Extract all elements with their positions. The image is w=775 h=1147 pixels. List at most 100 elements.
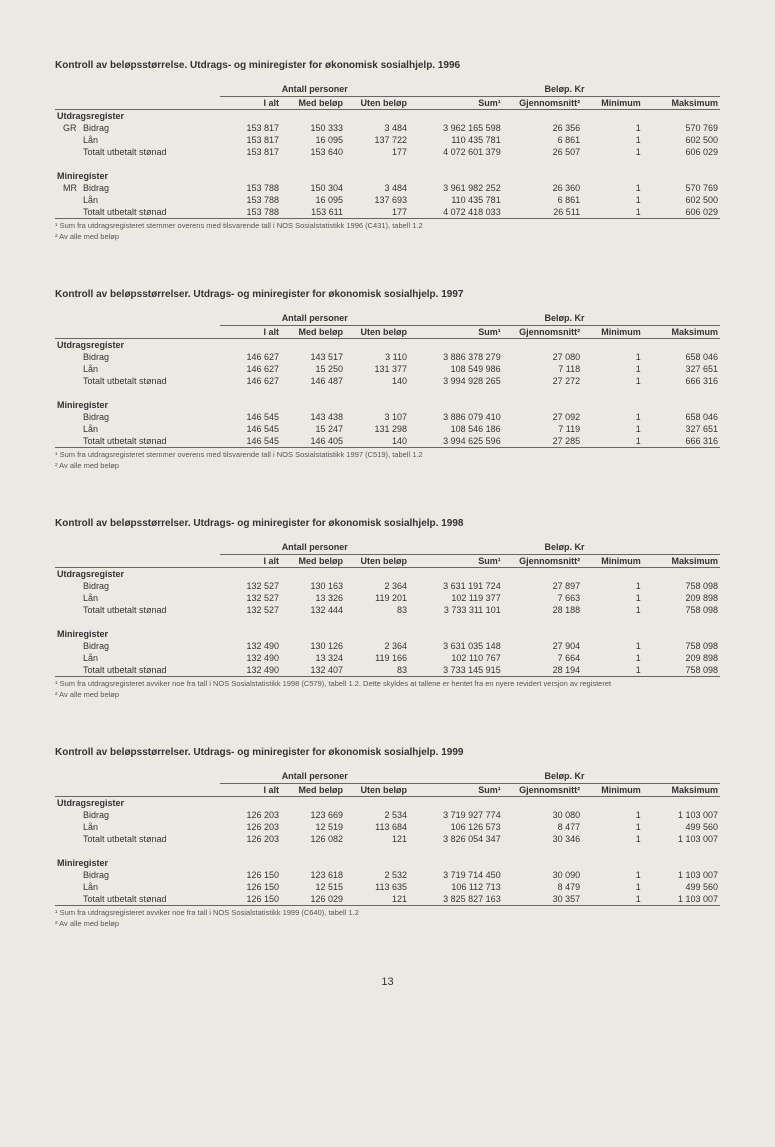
cell: 3 484 xyxy=(345,122,409,134)
footnote: ² Av alle med beløp xyxy=(55,461,720,470)
cell: 758 098 xyxy=(643,580,720,592)
col-sum: Sum¹ xyxy=(409,784,503,797)
row-label: Lån xyxy=(55,363,220,375)
table-block: Kontroll av beløpsstørrelser. Utdrags- o… xyxy=(55,289,720,470)
cell: 8 479 xyxy=(503,881,582,893)
table-block: Kontroll av beløpsstørrelser. Utdrags- o… xyxy=(55,518,720,699)
cell: 121 xyxy=(345,893,409,906)
row-label: GRBidrag xyxy=(55,122,220,134)
table-row: Bidrag126 150123 6182 5323 719 714 45030… xyxy=(55,869,720,881)
table-row: Totalt utbetalt stønad126 150126 0291213… xyxy=(55,893,720,906)
header-amount: Beløp. Kr xyxy=(409,541,720,555)
cell: 102 119 377 xyxy=(409,592,503,604)
col-avg: Gjennomsnitt² xyxy=(503,784,582,797)
cell: 26 360 xyxy=(503,182,582,194)
cell: 1 xyxy=(582,182,643,194)
cell: 12 515 xyxy=(281,881,345,893)
cell: 3 994 928 265 xyxy=(409,375,503,387)
row-label: Bidrag xyxy=(55,869,220,881)
cell: 606 029 xyxy=(643,206,720,219)
group-header-mini: Miniregister xyxy=(55,399,720,411)
header-amount: Beløp. Kr xyxy=(409,770,720,784)
cell: 1 xyxy=(582,869,643,881)
cell: 126 203 xyxy=(220,833,281,845)
row-label: Totalt utbetalt stønad xyxy=(55,833,220,845)
cell: 666 316 xyxy=(643,375,720,387)
cell: 3 825 827 163 xyxy=(409,893,503,906)
cell: 83 xyxy=(345,664,409,677)
cell: 119 166 xyxy=(345,652,409,664)
cell: 1 xyxy=(582,363,643,375)
row-label: Lån xyxy=(55,423,220,435)
group-header-utdrag: Utdragsregister xyxy=(55,568,720,581)
table-row: Lån126 20312 519113 684106 126 5738 4771… xyxy=(55,821,720,833)
cell: 16 095 xyxy=(281,134,345,146)
cell: 1 xyxy=(582,833,643,845)
cell: 126 029 xyxy=(281,893,345,906)
cell: 2 364 xyxy=(345,580,409,592)
cell: 7 119 xyxy=(503,423,582,435)
cell: 131 377 xyxy=(345,363,409,375)
cell: 132 527 xyxy=(220,604,281,616)
cell: 4 072 601 379 xyxy=(409,146,503,158)
cell: 146 545 xyxy=(220,411,281,423)
cell: 3 886 079 410 xyxy=(409,411,503,423)
col-uten: Uten beløp xyxy=(345,555,409,568)
cell: 26 356 xyxy=(503,122,582,134)
cell: 130 163 xyxy=(281,580,345,592)
footnote: ¹ Sum fra utdragsregisteret avviker noe … xyxy=(55,679,720,688)
col-min: Minimum xyxy=(582,97,643,110)
group-header-mini: Miniregister xyxy=(55,628,720,640)
cell: 602 500 xyxy=(643,194,720,206)
col-sum: Sum¹ xyxy=(409,97,503,110)
cell: 16 095 xyxy=(281,194,345,206)
cell: 131 298 xyxy=(345,423,409,435)
col-min: Minimum xyxy=(582,555,643,568)
cell: 143 517 xyxy=(281,351,345,363)
cell: 1 xyxy=(582,652,643,664)
table-row: Totalt utbetalt stønad146 545146 4051403… xyxy=(55,435,720,448)
table-row: Lån153 78816 095137 693110 435 7816 8611… xyxy=(55,194,720,206)
cell: 3 961 982 252 xyxy=(409,182,503,194)
cell: 126 203 xyxy=(220,821,281,833)
table-row: Lån126 15012 515113 635106 112 7138 4791… xyxy=(55,881,720,893)
col-ialt: I alt xyxy=(220,97,281,110)
table-row: Lån146 62715 250131 377108 549 9867 1181… xyxy=(55,363,720,375)
col-max: Maksimum xyxy=(643,326,720,339)
footnote: ² Av alle med beløp xyxy=(55,232,720,241)
cell: 153 817 xyxy=(220,134,281,146)
footnote: ² Av alle med beløp xyxy=(55,690,720,699)
cell: 3 994 625 596 xyxy=(409,435,503,448)
cell: 26 511 xyxy=(503,206,582,219)
cell: 3 733 145 915 xyxy=(409,664,503,677)
cell: 123 669 xyxy=(281,809,345,821)
cell: 146 405 xyxy=(281,435,345,448)
header-persons: Antall personer xyxy=(220,541,409,555)
row-label: Bidrag xyxy=(55,640,220,652)
footnote: ² Av alle med beløp xyxy=(55,919,720,928)
row-label: Lån xyxy=(55,134,220,146)
cell: 1 xyxy=(582,194,643,206)
col-uten: Uten beløp xyxy=(345,97,409,110)
cell: 153 817 xyxy=(220,146,281,158)
group-header-utdrag: Utdragsregister xyxy=(55,339,720,352)
row-label: Lån xyxy=(55,821,220,833)
cell: 3 962 165 598 xyxy=(409,122,503,134)
footnote: ¹ Sum fra utdragsregisteret stemmer over… xyxy=(55,221,720,230)
cell: 1 103 007 xyxy=(643,809,720,821)
header-amount: Beløp. Kr xyxy=(409,83,720,97)
cell: 27 092 xyxy=(503,411,582,423)
table-row: Totalt utbetalt stønad146 627146 4871403… xyxy=(55,375,720,387)
table-row: Bidrag146 627143 5173 1103 886 378 27927… xyxy=(55,351,720,363)
table-row: Lån132 49013 324119 166102 110 7677 6641… xyxy=(55,652,720,664)
cell: 126 150 xyxy=(220,869,281,881)
cell: 499 560 xyxy=(643,821,720,833)
cell: 8 477 xyxy=(503,821,582,833)
cell: 15 247 xyxy=(281,423,345,435)
cell: 140 xyxy=(345,435,409,448)
cell: 132 527 xyxy=(220,592,281,604)
col-med: Med beløp xyxy=(281,784,345,797)
cell: 126 150 xyxy=(220,893,281,906)
data-table: Antall personerBeløp. KrI altMed beløpUt… xyxy=(55,770,720,906)
cell: 28 188 xyxy=(503,604,582,616)
